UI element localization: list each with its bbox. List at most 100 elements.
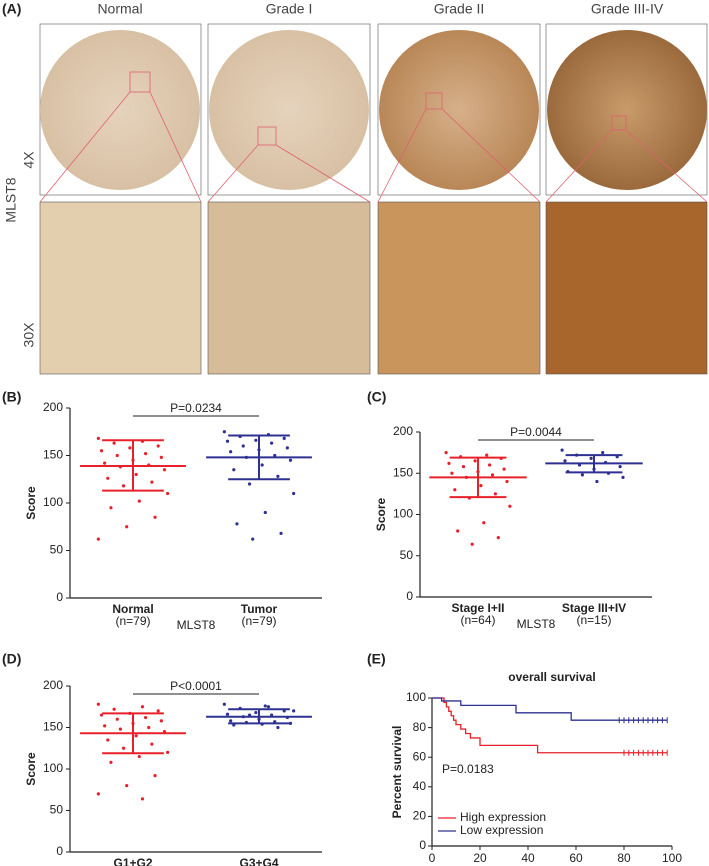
data-point [162, 468, 167, 472]
zoom-image [545, 201, 708, 375]
y-tick-label: 100 [43, 761, 63, 775]
data-point [270, 441, 274, 445]
data-point [235, 522, 239, 526]
data-point [263, 704, 267, 708]
data-point [276, 474, 280, 478]
sample-size: (n=79) [115, 614, 150, 628]
data-point [444, 451, 448, 455]
zoom-image [207, 201, 371, 375]
row-marker: MLST8 [3, 177, 19, 222]
y-tick-label: 80 [413, 720, 427, 734]
data-point [166, 750, 170, 755]
zoom-image [377, 201, 541, 375]
legend-label: Low expression [460, 823, 543, 837]
tissue-core [209, 30, 369, 190]
y-tick-label: 0 [419, 838, 426, 852]
data-point [453, 488, 457, 492]
data-point [144, 452, 148, 456]
data-point [470, 542, 474, 546]
data-point [456, 529, 460, 533]
p-value: P<0.0001 [170, 679, 222, 693]
data-point [125, 525, 129, 529]
y-tick-label: 0 [56, 844, 63, 858]
data-point [150, 480, 154, 484]
data-point [229, 719, 233, 723]
y-tick-label: 150 [393, 465, 413, 479]
y-tick-label: 100 [393, 507, 413, 521]
data-point [118, 727, 122, 731]
data-point [276, 725, 280, 730]
x-tick-label: Tumor [241, 602, 278, 616]
x-axis-label: months [530, 864, 574, 866]
sample-size: (n=79) [241, 614, 276, 628]
data-point [159, 455, 163, 459]
data-point [137, 754, 141, 759]
survival-curve [432, 697, 668, 721]
y-axis-label: Score [24, 486, 38, 520]
data-point [595, 479, 599, 484]
x-tick-label: G3+G4 [239, 856, 278, 866]
data-point [121, 746, 126, 750]
zoom-image [39, 201, 202, 375]
x-tick-label: G1+G2 [113, 856, 152, 866]
data-point [96, 702, 100, 706]
data-point [292, 491, 296, 496]
y-tick-label: 150 [43, 720, 63, 734]
data-point [106, 476, 110, 480]
sample-size: (n=15) [576, 613, 611, 627]
x-tick-label: 100 [662, 851, 682, 865]
data-point [99, 449, 104, 453]
data-point [450, 471, 454, 475]
data-point [109, 506, 113, 510]
zoom-line [39, 91, 708, 203]
data-point [601, 451, 605, 455]
x-tick-label: Normal [112, 602, 153, 616]
data-point [103, 461, 107, 465]
data-point [128, 446, 132, 450]
data-point [473, 459, 477, 463]
x-axis-label: MLST8 [517, 617, 556, 631]
y-tick-label: 0 [406, 589, 413, 603]
chart-title: overall survival [508, 670, 595, 684]
x-tick-label: Stage III+IV [562, 601, 626, 615]
data-point [254, 710, 258, 715]
data-point [505, 479, 509, 484]
data-point [273, 453, 277, 458]
data-point [115, 453, 119, 458]
data-point [225, 439, 230, 443]
column-header: Grade III-IV [591, 1, 664, 17]
zoom-box [425, 92, 443, 110]
legend-label: High expression [460, 810, 546, 824]
x-tick-label: 60 [569, 851, 583, 865]
data-point [292, 709, 296, 713]
x-axis-label: MLST8 [177, 618, 216, 632]
p-value: P=0.0044 [510, 425, 562, 439]
data-point [140, 705, 145, 709]
data-point [461, 465, 466, 469]
data-point [232, 468, 236, 472]
y-tick-label: 100 [43, 495, 63, 509]
data-point [144, 715, 148, 720]
data-point [488, 463, 492, 467]
data-point [147, 725, 151, 730]
column-header: Grade I [266, 1, 313, 17]
tissue-core [379, 30, 539, 190]
data-point [112, 707, 116, 711]
sample-size: (n=64) [460, 613, 495, 627]
data-point [115, 717, 119, 721]
column-header: Normal [97, 1, 142, 17]
y-tick-label: 20 [413, 809, 427, 823]
data-point [490, 473, 495, 477]
panel-label: (E) [367, 651, 386, 667]
y-tick-label: 60 [413, 749, 427, 763]
data-point [482, 521, 486, 525]
data-point [150, 742, 154, 746]
column-header: Grade II [434, 1, 485, 17]
data-point [109, 760, 113, 764]
panel-label: (B) [2, 389, 21, 405]
y-tick-label: 200 [43, 400, 63, 414]
data-point [134, 472, 138, 477]
y-tick-label: 50 [50, 803, 64, 817]
data-point [285, 446, 289, 450]
